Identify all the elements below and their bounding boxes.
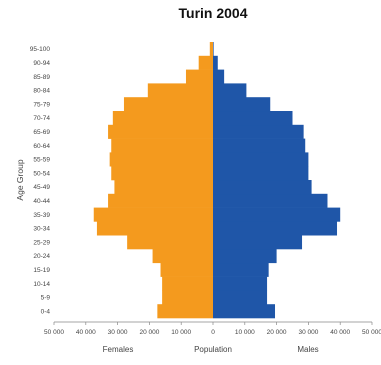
age-tick-10-14: 10-14 (33, 281, 50, 288)
bar-females-95-100 (209, 42, 213, 57)
bar-females-70-74 (112, 111, 213, 126)
x-tick-9: 40 000 (330, 329, 350, 336)
x-tick-8: 30 000 (298, 329, 318, 336)
age-tick-70-74: 70-74 (33, 115, 50, 122)
bar-females-5-9 (162, 290, 213, 305)
legend-females-label: Females (103, 345, 134, 354)
age-tick-50-54: 50-54 (33, 170, 50, 177)
age-tick-55-59: 55-59 (33, 157, 50, 164)
bar-females-60-64 (111, 138, 213, 153)
age-tick-75-79: 75-79 (33, 101, 50, 108)
bar-males-85-89 (213, 69, 225, 84)
bar-females-30-34 (96, 221, 213, 236)
females-bars (93, 42, 213, 319)
legend-males-label: Males (297, 345, 318, 354)
bar-females-50-54 (111, 166, 213, 181)
age-tick-95-100: 95-100 (30, 46, 51, 53)
bar-males-55-59 (213, 152, 309, 167)
bar-males-10-14 (213, 276, 268, 291)
bar-females-75-79 (123, 97, 213, 112)
bar-females-80-84 (147, 83, 213, 98)
age-tick-25-29: 25-29 (33, 239, 50, 246)
x-axis-tick-labels: 50 000 40 000 30 000 20 000 10 000 0 10 000 20 … (44, 322, 381, 336)
age-tick-80-84: 80-84 (33, 88, 50, 95)
age-tick-20-24: 20-24 (33, 253, 50, 260)
males-bars (213, 42, 341, 319)
age-tick-85-89: 85-89 (33, 74, 50, 81)
age-tick-30-34: 30-34 (33, 226, 50, 233)
bar-males-5-9 (213, 290, 268, 305)
bar-females-0-4 (157, 304, 213, 319)
x-axis-label: Population (194, 345, 232, 354)
bar-males-45-49 (213, 180, 312, 195)
x-tick-4: 10 000 (171, 329, 191, 336)
age-tick-90-94: 90-94 (33, 60, 50, 67)
age-tick-35-39: 35-39 (33, 212, 50, 219)
age-tick-65-69: 65-69 (33, 129, 50, 136)
age-group-tick-labels: 0-4 5-9 10-14 15-19 20-24 25-29 30-34 35-39 40-4… (30, 46, 51, 315)
bar-females-45-49 (114, 180, 213, 195)
bar-females-10-14 (162, 276, 213, 291)
bar-males-0-4 (213, 304, 276, 319)
bar-males-30-34 (213, 221, 338, 236)
bar-females-65-69 (108, 124, 213, 139)
x-tick-10: 50 000 (362, 329, 381, 336)
x-tick-6: 10 000 (235, 329, 255, 336)
bar-females-15-19 (160, 262, 213, 277)
bar-males-40-44 (213, 193, 328, 208)
bar-males-80-84 (213, 83, 247, 98)
bar-males-90-94 (213, 55, 218, 70)
bar-females-20-24 (152, 249, 213, 264)
x-tick-5: 0 (211, 329, 215, 336)
bar-females-90-94 (198, 55, 213, 70)
age-tick-0-4: 0-4 (41, 308, 51, 315)
bar-females-25-29 (127, 235, 213, 250)
bar-males-35-39 (213, 207, 341, 222)
bar-males-95-100 (213, 42, 214, 57)
bar-males-25-29 (213, 235, 303, 250)
bar-females-35-39 (93, 207, 213, 222)
age-tick-60-64: 60-64 (33, 143, 50, 150)
age-tick-5-9: 5-9 (41, 295, 51, 302)
bar-males-75-79 (213, 97, 271, 112)
x-tick-7: 20 000 (267, 329, 287, 336)
x-tick-1: 40 000 (76, 329, 96, 336)
bar-males-15-19 (213, 262, 269, 277)
bar-males-70-74 (213, 111, 293, 126)
bar-females-40-44 (108, 193, 213, 208)
bar-females-55-59 (109, 152, 213, 167)
chart-title: Turin 2004 (179, 5, 248, 21)
bar-males-60-64 (213, 138, 306, 153)
age-tick-45-49: 45-49 (33, 184, 50, 191)
bar-males-20-24 (213, 249, 277, 264)
bar-males-65-69 (213, 124, 304, 139)
bar-females-85-89 (185, 69, 213, 84)
x-tick-3: 20 000 (139, 329, 159, 336)
y-axis-label: Age Group (15, 159, 25, 200)
x-tick-0: 50 000 (44, 329, 64, 336)
age-tick-15-19: 15-19 (33, 267, 50, 274)
bar-males-50-54 (213, 166, 309, 181)
age-tick-40-44: 40-44 (33, 198, 50, 205)
x-tick-2: 30 000 (108, 329, 128, 336)
